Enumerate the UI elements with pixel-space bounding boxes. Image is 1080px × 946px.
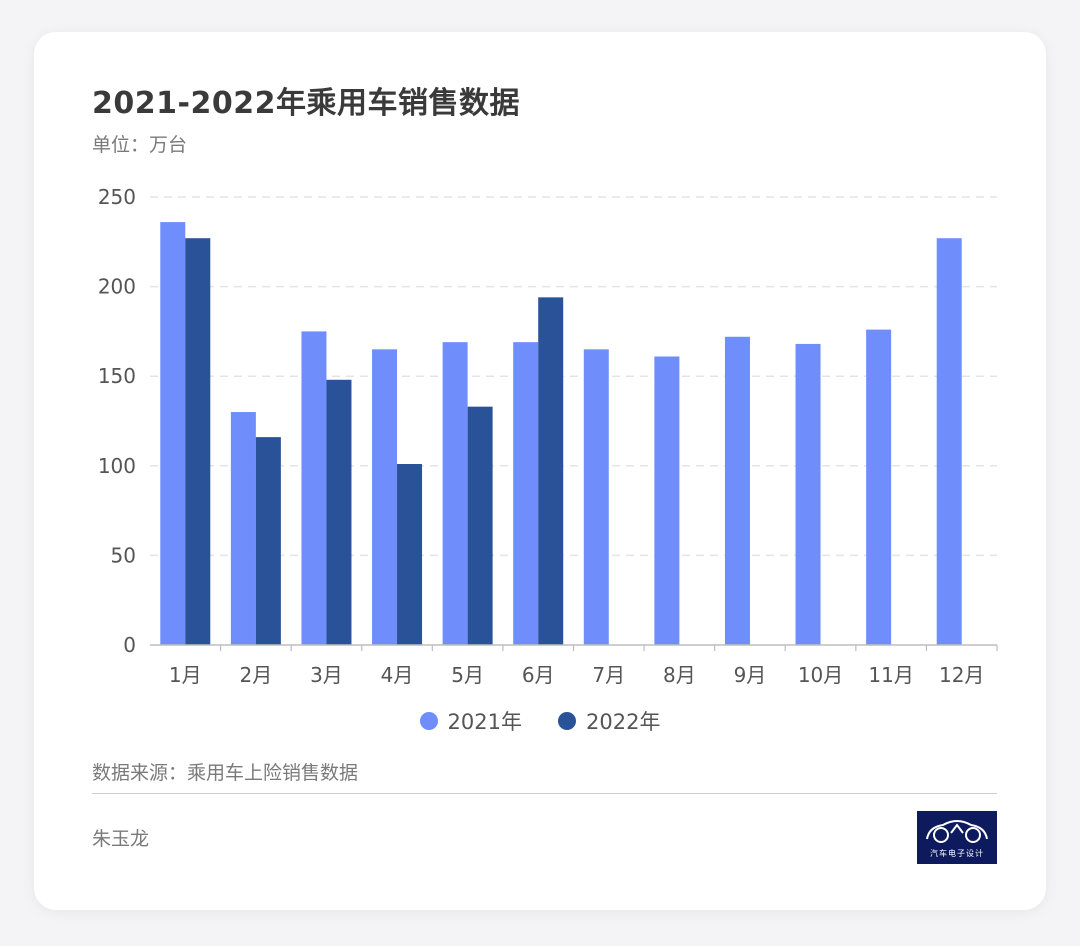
bar-2021 xyxy=(724,336,750,645)
y-tick-label: 150 xyxy=(98,364,136,388)
brand-logo: 汽车电子设计 xyxy=(917,811,997,864)
divider xyxy=(92,793,997,794)
x-tick-label: 9月 xyxy=(734,663,767,687)
x-tick-label: 2月 xyxy=(240,663,273,687)
bar-2021 xyxy=(442,342,468,645)
x-tick-label: 4月 xyxy=(381,663,414,687)
y-tick-label: 50 xyxy=(111,543,136,567)
bars xyxy=(160,222,962,645)
bar-2022 xyxy=(538,297,564,645)
y-tick-label: 0 xyxy=(123,633,136,657)
bar-2022 xyxy=(397,464,423,645)
x-tick-label: 6月 xyxy=(522,663,555,687)
bar-2022 xyxy=(255,437,281,645)
bar-2021 xyxy=(936,238,962,645)
x-tick-label: 7月 xyxy=(592,663,625,687)
legend-label-2022: 2022年 xyxy=(586,710,661,734)
bar-2021 xyxy=(654,356,680,645)
legend-item-2022: 2022年 xyxy=(558,706,660,736)
y-tick-label: 100 xyxy=(98,454,136,478)
x-tick-label: 11月 xyxy=(868,663,913,687)
car-outline-icon xyxy=(926,820,988,843)
axes: 0 50 100 150 200 250 1月 2月 3月 4月 5月 6月 7月 8月 9月 10月 11月 1… xyxy=(98,185,998,687)
x-tick-label: 3月 xyxy=(310,663,343,687)
bar-2022 xyxy=(467,406,493,645)
x-tick-label: 10月 xyxy=(798,663,843,687)
x-tick-label: 12月 xyxy=(939,663,984,687)
author: 朱玉龙 xyxy=(92,828,150,850)
bar-chart: 0 50 100 150 200 250 1月 2月 3月 4月 5月 6月 7月 8月 9月 10月 11月 1… xyxy=(98,185,998,687)
bar-2021 xyxy=(513,342,539,645)
bar-2021 xyxy=(301,331,327,645)
legend-swatch-2022 xyxy=(558,712,576,730)
y-tick-label: 200 xyxy=(98,275,136,299)
bar-2021 xyxy=(866,329,892,645)
bar-2021 xyxy=(795,343,821,645)
chart-title: 2021-2022年乘用车销售数据 xyxy=(92,86,520,121)
bar-2021 xyxy=(160,222,186,645)
legend: 2021年 2022年 xyxy=(0,706,1080,736)
x-tick-label: 5月 xyxy=(451,663,484,687)
bar-2021 xyxy=(372,349,398,645)
x-tick-label: 1月 xyxy=(169,663,202,687)
logo-text: 汽车电子设计 xyxy=(930,849,984,858)
unit-label: 单位：万台 xyxy=(92,134,188,156)
grid-lines xyxy=(150,196,997,557)
legend-item-2021: 2021年 xyxy=(419,706,522,736)
y-tick-label: 250 xyxy=(98,185,136,209)
legend-swatch-2021 xyxy=(419,712,438,730)
bar-2021 xyxy=(230,412,256,645)
bar-2021 xyxy=(583,349,609,645)
legend-label-2021: 2021年 xyxy=(447,710,522,734)
data-source: 数据来源：乘用车上险销售数据 xyxy=(92,762,359,784)
x-tick-label: 8月 xyxy=(663,663,696,687)
bar-2022 xyxy=(326,379,352,645)
bar-2022 xyxy=(185,238,211,645)
